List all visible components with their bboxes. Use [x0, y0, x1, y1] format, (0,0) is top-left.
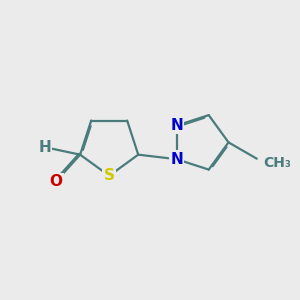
Text: CH₃: CH₃: [263, 155, 291, 170]
Text: O: O: [50, 174, 62, 189]
Text: S: S: [104, 168, 115, 183]
Text: N: N: [170, 152, 183, 167]
Text: N: N: [170, 118, 183, 133]
Text: H: H: [38, 140, 51, 154]
